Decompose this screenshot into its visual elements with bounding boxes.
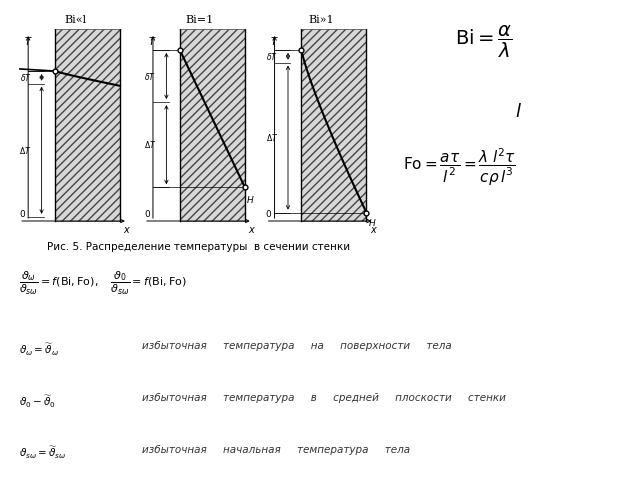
Text: Bi»1: Bi»1 <box>308 14 335 24</box>
Text: 0: 0 <box>266 210 271 219</box>
Text: избыточная     температура     на     поверхности     тела: избыточная температура на поверхности те… <box>142 341 452 351</box>
Text: $H$: $H$ <box>246 193 255 204</box>
Text: $x$: $x$ <box>370 225 378 235</box>
Text: $T$: $T$ <box>24 35 32 47</box>
Text: $\mathrm{Fo} = \dfrac{a\tau}{l^2} = \dfrac{\lambda\;l^2\tau}{c\rho\, l^3}$: $\mathrm{Fo} = \dfrac{a\tau}{l^2} = \dfr… <box>403 147 516 189</box>
Text: $x$: $x$ <box>248 225 256 235</box>
Text: $\Delta T$: $\Delta T$ <box>266 132 278 143</box>
Text: $T$: $T$ <box>148 35 157 47</box>
Text: $\vartheta_\omega = \widetilde{\vartheta}_\omega$: $\vartheta_\omega = \widetilde{\vartheta… <box>19 341 59 358</box>
Bar <box>301 29 366 221</box>
Text: избыточная     температура     в     средней     плоскости     стенки: избыточная температура в средней плоскос… <box>142 393 506 403</box>
Text: $\delta T$: $\delta T$ <box>20 72 32 83</box>
Text: $\delta T$: $\delta T$ <box>266 51 277 62</box>
Text: $\vartheta_0 - \widetilde{\vartheta}_0$: $\vartheta_0 - \widetilde{\vartheta}_0$ <box>19 393 56 409</box>
Text: 0: 0 <box>144 210 150 219</box>
Text: $\dfrac{\vartheta_\omega}{\vartheta_{s\omega}} = f(\mathrm{Bi,Fo}),\quad\dfrac{\: $\dfrac{\vartheta_\omega}{\vartheta_{s\o… <box>19 270 187 297</box>
Text: $\Delta T$: $\Delta T$ <box>144 139 156 150</box>
Text: $l$: $l$ <box>515 103 522 121</box>
Text: $\mathrm{Bi} = \dfrac{\alpha}{\lambda}$: $\mathrm{Bi} = \dfrac{\alpha}{\lambda}$ <box>455 24 513 60</box>
Text: избыточная     начальная     температура     тела: избыточная начальная температура тела <box>142 445 410 455</box>
Text: Рис. 5. Распределение температуры  в сечении стенки: Рис. 5. Распределение температуры в сече… <box>47 242 350 252</box>
Text: $\Delta T$: $\Delta T$ <box>19 145 31 156</box>
Text: $x$: $x$ <box>124 225 131 235</box>
Text: $H$: $H$ <box>367 217 376 228</box>
Text: $T$: $T$ <box>270 35 278 47</box>
Bar <box>180 29 245 221</box>
Text: Bi=1: Bi=1 <box>186 14 214 24</box>
Text: $\delta T$: $\delta T$ <box>144 71 156 82</box>
Text: Bi«l: Bi«l <box>64 14 86 24</box>
Bar <box>55 29 120 221</box>
Bar <box>180 29 245 221</box>
Bar <box>55 29 120 221</box>
Bar <box>301 29 366 221</box>
Text: $\vartheta_{s\omega} = \widetilde{\vartheta}_{s\omega}$: $\vartheta_{s\omega} = \widetilde{\varth… <box>19 445 67 461</box>
Text: 0: 0 <box>19 210 25 219</box>
